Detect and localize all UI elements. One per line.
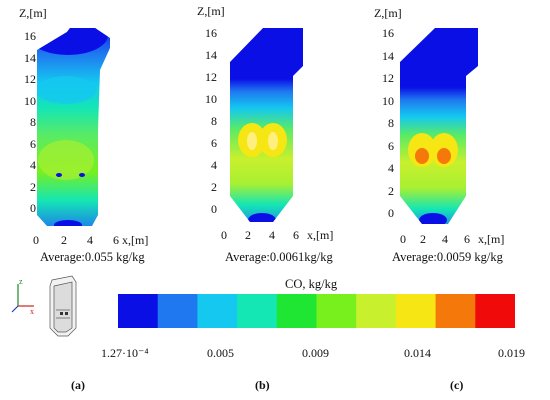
panel-c-plot bbox=[400, 28, 478, 224]
z-axis-label-c: Z,[m] bbox=[374, 6, 402, 20]
z-axis-label-a: Z,[m] bbox=[19, 6, 47, 20]
x-axis-label-a: x,[m] bbox=[122, 233, 149, 247]
furnace-sketch-icon: z x bbox=[11, 275, 77, 337]
colorbar-swatch bbox=[237, 294, 278, 328]
panel-b-plot bbox=[230, 28, 303, 222]
x-axis-icon-label: x bbox=[30, 307, 34, 316]
colorbar-swatch bbox=[157, 294, 198, 328]
colorbar-swatch bbox=[435, 294, 476, 328]
x-axis-label-c: x,[m] bbox=[478, 232, 505, 246]
average-label-a: Average:0.055 kg/kg bbox=[40, 250, 145, 264]
average-label-b: Average:0.0061kg/kg bbox=[225, 250, 333, 264]
colorbar-tick-4: 0.014 bbox=[404, 346, 431, 360]
colorbar bbox=[118, 294, 516, 328]
average-label-c: Average:0.0059 kg/kg bbox=[392, 250, 503, 264]
colorbar-title: CO, kg/kg bbox=[285, 277, 338, 291]
colorbar-tick-3: 0.009 bbox=[302, 346, 329, 360]
colorbar-swatch bbox=[356, 294, 397, 328]
panel-label-a: (a) bbox=[71, 378, 85, 392]
panel-label-c: (c) bbox=[450, 378, 464, 392]
colorbar-ticks: 1.27·10⁻⁴ 0.005 0.009 0.014 0.019 bbox=[0, 346, 550, 364]
colorbar-swatch bbox=[118, 294, 159, 328]
colorbar-swatch bbox=[395, 294, 437, 328]
colorbar-tick-min: 1.27·10⁻⁴ bbox=[101, 346, 149, 360]
orientation-icon: z x bbox=[6, 270, 86, 340]
z-axis-label-b: Z,[m] bbox=[197, 4, 225, 18]
panel-label-b: (b) bbox=[255, 378, 270, 392]
colorbar-swatch bbox=[197, 294, 238, 328]
colorbar-swatch bbox=[316, 294, 357, 328]
colorbar-swatch bbox=[276, 294, 317, 328]
colorbar-tick-max: 0.019 bbox=[498, 346, 525, 360]
panel-a-plot bbox=[37, 28, 110, 226]
x-axis-label-b: x,[m] bbox=[307, 228, 334, 242]
colorbar-tick-2: 0.005 bbox=[207, 346, 234, 360]
colorbar-swatch bbox=[475, 294, 516, 328]
z-axis-icon-label: z bbox=[19, 277, 23, 286]
